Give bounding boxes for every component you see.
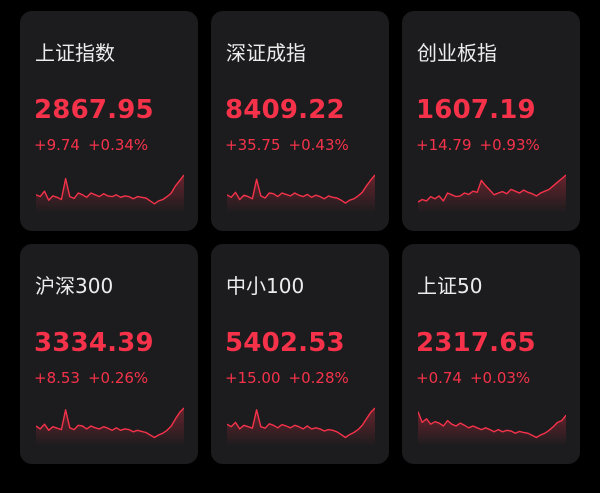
index-changes: +14.79 +0.93% <box>416 136 540 154</box>
index-price: 2867.95 <box>34 95 154 125</box>
index-changes: +35.75 +0.43% <box>225 136 349 154</box>
sparkline-line <box>36 174 184 205</box>
sparkline-area <box>418 175 566 213</box>
index-change-value: +9.74 <box>34 136 80 154</box>
index-change-percent: +0.03% <box>469 369 531 387</box>
index-card-sse50[interactable]: 上证50 2317.65 +0.74 +0.03% <box>402 244 580 464</box>
index-change-percent: +0.43% <box>288 136 349 154</box>
sparkline-area <box>36 408 184 446</box>
index-sparkline <box>36 174 184 213</box>
index-name: 上证50 <box>417 274 483 298</box>
sparkline-line <box>418 411 566 439</box>
index-price: 3334.39 <box>34 328 154 358</box>
index-change-value: +8.53 <box>34 369 80 387</box>
index-change-value: +14.79 <box>416 136 472 154</box>
index-sparkline <box>36 407 184 446</box>
index-changes: +8.53 +0.26% <box>34 369 148 387</box>
index-card-sse[interactable]: 上证指数 2867.95 +9.74 +0.34% <box>20 11 198 231</box>
index-change-percent: +0.28% <box>288 369 349 387</box>
sparkline-line <box>227 174 375 204</box>
index-change-percent: +0.93% <box>479 136 540 154</box>
index-change-percent: +0.34% <box>87 136 149 154</box>
index-name: 中小100 <box>226 274 305 298</box>
sparkline-line <box>418 174 566 203</box>
index-card-chinext[interactable]: 创业板指 1607.19 +14.79 +0.93% <box>402 11 580 231</box>
sparkline-area <box>227 175 375 213</box>
index-changes: +15.00 +0.28% <box>225 369 349 387</box>
index-price: 2317.65 <box>416 328 536 358</box>
index-sparkline <box>227 407 375 446</box>
index-price: 8409.22 <box>225 95 345 125</box>
index-change-value: +15.00 <box>225 369 281 387</box>
index-name: 沪深300 <box>35 274 114 298</box>
index-changes: +0.74 +0.03% <box>416 369 530 387</box>
index-price: 1607.19 <box>416 95 536 125</box>
index-sparkline <box>418 174 566 213</box>
index-name: 深证成指 <box>226 41 306 65</box>
index-change-value: +35.75 <box>225 136 281 154</box>
sparkline-line <box>227 407 375 439</box>
index-sparkline <box>418 411 566 446</box>
index-changes: +9.74 +0.34% <box>34 136 148 154</box>
index-card-hs300[interactable]: 沪深300 3334.39 +8.53 +0.26% <box>20 244 198 464</box>
sparkline-area <box>227 408 375 446</box>
index-name: 上证指数 <box>35 41 115 65</box>
sparkline-area <box>418 411 566 446</box>
index-change-value: +0.74 <box>416 369 462 387</box>
index-sparkline <box>227 174 375 213</box>
sparkline-line <box>36 407 184 439</box>
index-change-percent: +0.26% <box>87 369 149 387</box>
index-name: 创业板指 <box>417 41 497 65</box>
index-card-sme100[interactable]: 中小100 5402.53 +15.00 +0.28% <box>211 244 389 464</box>
sparkline-area <box>36 175 184 213</box>
index-price: 5402.53 <box>225 328 345 358</box>
index-card-szse[interactable]: 深证成指 8409.22 +35.75 +0.43% <box>211 11 389 231</box>
